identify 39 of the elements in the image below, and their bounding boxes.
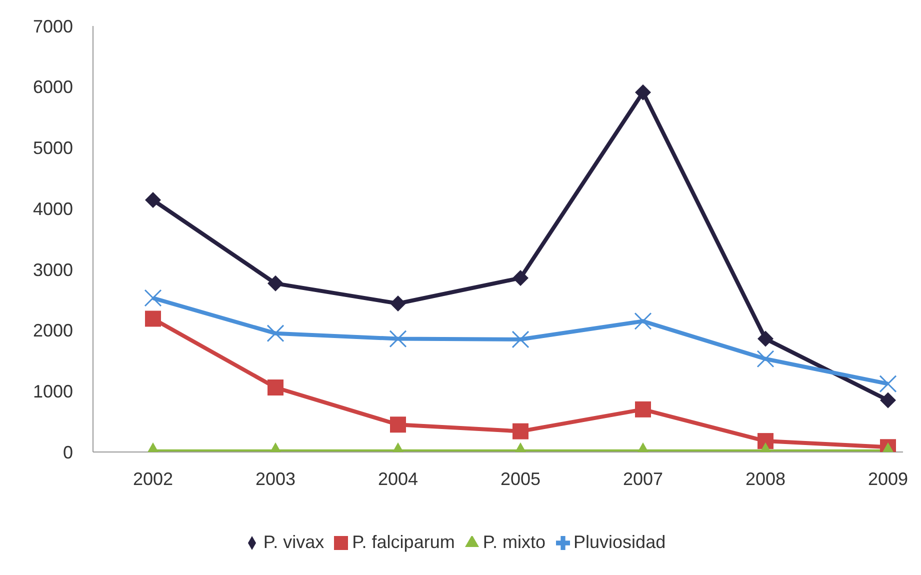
point: [512, 330, 530, 348]
point: [268, 275, 284, 292]
point: [756, 350, 774, 368]
point: [512, 423, 528, 440]
point: [635, 401, 651, 418]
point: [390, 296, 406, 312]
point: [635, 84, 651, 100]
point: [266, 324, 284, 342]
x-tick-label: 2007: [622, 468, 664, 489]
legend-label: P. falciparum: [352, 532, 455, 552]
y-tick-label: 4000: [32, 198, 73, 219]
point: [758, 330, 774, 347]
x-tick-label: 2002: [132, 468, 174, 489]
y-tick-label: 0: [62, 442, 73, 462]
x-tick-label: 2003: [255, 468, 296, 489]
legend-label: P. vivax: [263, 532, 324, 552]
x-tick-label: 2008: [745, 468, 786, 489]
legend-label: Pluviosidad: [574, 532, 666, 552]
x-tick-label: 2009: [868, 468, 908, 489]
point: [389, 330, 407, 348]
y-tick-label: 5000: [32, 138, 73, 158]
point: [145, 310, 161, 327]
legend-label: P. mixto: [482, 532, 546, 552]
y-tick-label: 3000: [32, 260, 73, 280]
x-tick-label: 2004: [378, 468, 418, 489]
y-tick-label: 1000: [32, 382, 73, 402]
y-tick-label: 6000: [32, 77, 73, 98]
point: [145, 192, 161, 208]
point: [390, 416, 406, 433]
y-tick-label: 2000: [32, 320, 73, 341]
point: [512, 270, 528, 286]
x-tick-label: 2005: [500, 468, 541, 489]
point: [144, 289, 162, 307]
point: [268, 379, 284, 396]
point: [634, 312, 652, 330]
y-tick-label: 7000: [32, 16, 73, 36]
point: [879, 375, 897, 393]
point: [880, 392, 896, 408]
point: [758, 433, 774, 450]
